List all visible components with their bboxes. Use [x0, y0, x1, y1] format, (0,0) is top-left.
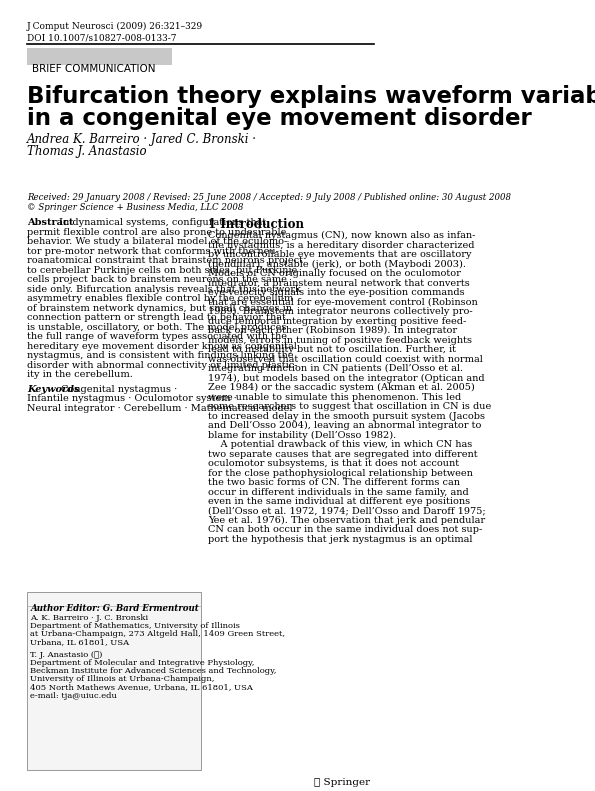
Text: (pendular), unstable (jerk), or both (Maybodi 2003).: (pendular), unstable (jerk), or both (Ma… — [208, 259, 466, 269]
Text: back on each other (Robinson 1989). In integrator: back on each other (Robinson 1989). In i… — [208, 326, 457, 335]
Text: models, errors in tuning of positive feedback weights: models, errors in tuning of positive fee… — [208, 335, 472, 345]
Text: hereditary eye movement disorder know as congenital: hereditary eye movement disorder know as… — [27, 342, 297, 350]
Text: DOI 10.1007/s10827-008-0133-7: DOI 10.1007/s10827-008-0133-7 — [27, 33, 177, 42]
Text: Department of Molecular and Integrative Physiology,: Department of Molecular and Integrative … — [30, 659, 255, 667]
Text: Author Editor: G. Bard Ermentrout: Author Editor: G. Bard Ermentrout — [30, 604, 199, 613]
Text: Infantile nystagmus · Oculomotor system ·: Infantile nystagmus · Oculomotor system … — [27, 394, 237, 403]
Text: blame for instability (Dell’Osso 1982).: blame for instability (Dell’Osso 1982). — [208, 430, 396, 440]
FancyBboxPatch shape — [27, 48, 172, 65]
Text: nystagmus, and is consistent with findings linking the: nystagmus, and is consistent with findin… — [27, 351, 293, 360]
Text: e-mail: tja@uiuc.edu: e-mail: tja@uiuc.edu — [30, 692, 117, 700]
Text: Yee et al. 1976). The observation that jerk and pendular: Yee et al. 1976). The observation that j… — [208, 516, 485, 525]
Text: University of Illinois at Urbana-Champaign,: University of Illinois at Urbana-Champai… — [30, 676, 215, 683]
Text: lead to instability but not to oscillation. Further, it: lead to instability but not to oscillati… — [208, 345, 456, 354]
Text: some researchers to suggest that oscillation in CN is due: some researchers to suggest that oscilla… — [208, 402, 491, 411]
Text: Urbana, IL 61801, USA: Urbana, IL 61801, USA — [30, 638, 130, 646]
Text: Bifurcation theory explains waveform variability: Bifurcation theory explains waveform var… — [27, 85, 595, 108]
Text: is unstable, oscillatory, or both. The model produces: is unstable, oscillatory, or both. The m… — [27, 323, 286, 331]
Text: 405 North Mathews Avenue, Urbana, IL 61801, USA: 405 North Mathews Avenue, Urbana, IL 618… — [30, 683, 253, 691]
Text: Neural integrator · Cerebellum · Mathematical model: Neural integrator · Cerebellum · Mathema… — [27, 403, 293, 412]
Text: CN can both occur in the same individual does not sup-: CN can both occur in the same individual… — [208, 525, 482, 535]
Text: asymmetry enables flexible control by the cerebellum: asymmetry enables flexible control by th… — [27, 294, 293, 303]
Text: eye-velocity signals into the eye-position commands: eye-velocity signals into the eye-positi… — [208, 288, 464, 297]
Text: and Dell’Osso 2004), leaving an abnormal integrator to: and Dell’Osso 2004), leaving an abnormal… — [208, 421, 481, 430]
Text: connection pattern or strength lead to behavior that: connection pattern or strength lead to b… — [27, 313, 286, 322]
Text: cells project back to brainstem neurons on the same: cells project back to brainstem neurons … — [27, 275, 287, 284]
Text: oculomotor subsystems, is that it does not account: oculomotor subsystems, is that it does n… — [208, 459, 459, 468]
Text: the full range of waveform types associated with the: the full range of waveform types associa… — [27, 332, 287, 341]
Text: 1 Introduction: 1 Introduction — [208, 218, 304, 231]
Text: A. K. Barreiro · J. C. Bronski: A. K. Barreiro · J. C. Bronski — [30, 614, 149, 622]
Text: behavior. We study a bilateral model of the oculomo-: behavior. We study a bilateral model of … — [27, 237, 287, 246]
Text: Abstract: Abstract — [27, 218, 73, 227]
Text: Congenital nystagmus (CN), now known also as infan-: Congenital nystagmus (CN), now known als… — [208, 231, 475, 240]
FancyBboxPatch shape — [27, 592, 201, 770]
Text: Andrea K. Barreiro · Jared C. Bronski ·: Andrea K. Barreiro · Jared C. Bronski · — [27, 133, 257, 146]
Text: T. J. Anastasio (✉): T. J. Anastasio (✉) — [30, 651, 103, 659]
Text: A potential drawback of this view, in which CN has: A potential drawback of this view, in wh… — [208, 440, 472, 449]
Text: tor pre-motor network that conforms with the neu-: tor pre-motor network that conforms with… — [27, 247, 279, 255]
Text: disorder with abnormal connectivity or limited plastic-: disorder with abnormal connectivity or l… — [27, 361, 298, 369]
Text: Department of Mathematics, University of Illinois: Department of Mathematics, University of… — [30, 623, 240, 630]
Text: Received: 29 January 2008 / Revised: 25 June 2008 / Accepted: 9 July 2008 / Publ: Received: 29 January 2008 / Revised: 25 … — [27, 193, 511, 202]
Text: in a congenital eye movement disorder: in a congenital eye movement disorder — [27, 107, 532, 130]
Text: ⭯ Springer: ⭯ Springer — [314, 778, 369, 787]
Text: (Dell’Osso et al. 1972, 1974; Dell’Osso and Daroff 1975;: (Dell’Osso et al. 1972, 1974; Dell’Osso … — [208, 506, 486, 516]
Text: roanatomical constraint that brainstem neurons project: roanatomical constraint that brainstem n… — [27, 256, 303, 265]
Text: of brainstem network dynamics, but small changes in: of brainstem network dynamics, but small… — [27, 304, 292, 312]
Text: duce temporal integration by exerting positive feed-: duce temporal integration by exerting po… — [208, 316, 466, 326]
Text: port the hypothesis that jerk nystagmus is an optimal: port the hypothesis that jerk nystagmus … — [208, 535, 472, 544]
Text: that are essential for eye-movement control (Robinson: that are essential for eye-movement cont… — [208, 297, 478, 307]
Text: tile nystagmus, is a hereditary disorder characterized: tile nystagmus, is a hereditary disorder… — [208, 240, 474, 249]
Text: even in the same individual at different eye positions: even in the same individual at different… — [208, 497, 470, 506]
Text: BRIEF COMMUNICATION: BRIEF COMMUNICATION — [32, 64, 155, 74]
Text: J Comput Neurosci (2009) 26:321–329: J Comput Neurosci (2009) 26:321–329 — [27, 22, 203, 31]
Text: In dynamical systems, configurations that: In dynamical systems, configurations tha… — [59, 218, 266, 227]
Text: Zee 1984) or the saccadic system (Akman et al. 2005): Zee 1984) or the saccadic system (Akman … — [208, 383, 475, 392]
Text: to cerebellar Purkinje cells on both sides, but Purkinje: to cerebellar Purkinje cells on both sid… — [27, 266, 298, 274]
Text: Keywords: Keywords — [27, 384, 80, 393]
Text: the two basic forms of CN. The different forms can: the two basic forms of CN. The different… — [208, 478, 460, 487]
Text: occur in different individuals in the same family, and: occur in different individuals in the sa… — [208, 487, 468, 497]
Text: integrator, a brainstem neural network that converts: integrator, a brainstem neural network t… — [208, 278, 469, 287]
Text: Models of CN originally focused on the oculomotor: Models of CN originally focused on the o… — [208, 269, 461, 278]
Text: Congenital nystagmus ·: Congenital nystagmus · — [61, 384, 177, 393]
Text: side only. Bifurcation analysis reveals that this network: side only. Bifurcation analysis reveals … — [27, 285, 301, 293]
Text: were unable to simulate this phenomenon. This led: were unable to simulate this phenomenon.… — [208, 392, 461, 402]
Text: at Urbana-Champaign, 273 Altgeld Hall, 1409 Green Street,: at Urbana-Champaign, 273 Altgeld Hall, 1… — [30, 630, 286, 638]
Text: integrating function in CN patients (Dell’Osso et al.: integrating function in CN patients (Del… — [208, 364, 463, 373]
Text: two separate causes that are segregated into different: two separate causes that are segregated … — [208, 449, 477, 459]
Text: © Springer Science + Business Media, LLC 2008: © Springer Science + Business Media, LLC… — [27, 203, 243, 212]
Text: was observed that oscillation could coexist with normal: was observed that oscillation could coex… — [208, 354, 483, 364]
Text: to increased delay in the smooth pursuit system (Jacobs: to increased delay in the smooth pursuit… — [208, 411, 485, 421]
Text: 1974), but models based on the integrator (Optican and: 1974), but models based on the integrato… — [208, 373, 484, 383]
Text: permit flexible control are also prone to undesirable: permit flexible control are also prone t… — [27, 228, 286, 237]
Text: 1989). Brainstem integrator neurons collectively pro-: 1989). Brainstem integrator neurons coll… — [208, 307, 472, 316]
Text: Thomas J. Anastasio: Thomas J. Anastasio — [27, 145, 146, 158]
Text: by uncontrollable eye movements that are oscillatory: by uncontrollable eye movements that are… — [208, 250, 471, 259]
Text: Beckman Institute for Advanced Sciences and Technology,: Beckman Institute for Advanced Sciences … — [30, 667, 277, 676]
Text: for the close pathophysiological relationship between: for the close pathophysiological relatio… — [208, 468, 472, 478]
Text: ity in the cerebellum.: ity in the cerebellum. — [27, 370, 133, 379]
